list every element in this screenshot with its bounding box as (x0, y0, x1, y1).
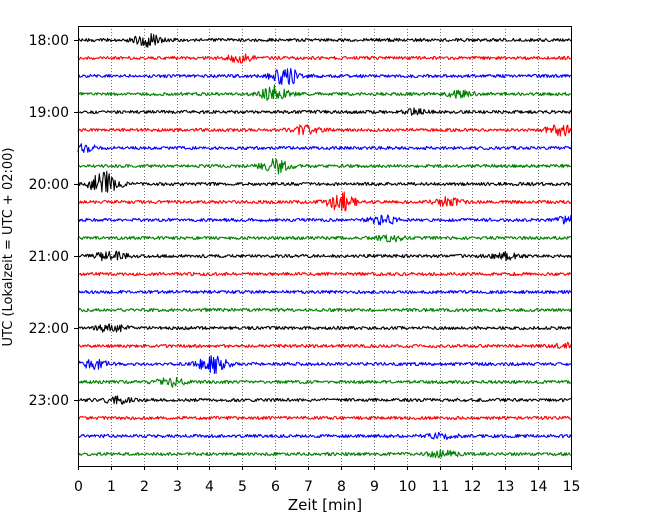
seismogram-trace (77, 158, 572, 175)
x-tick-label: 5 (238, 479, 247, 495)
seismogram-trace (77, 376, 572, 388)
y-tick-label: 18:00 (29, 33, 69, 49)
seismogram-trace (77, 307, 572, 313)
seismogram-trace (77, 341, 572, 349)
seismogram-trace (77, 84, 572, 101)
seismogram-trace (77, 67, 572, 86)
seismogram-trace (77, 234, 572, 243)
seismogram-trace (77, 124, 572, 137)
y-tick-label: 19:00 (29, 105, 69, 121)
x-tick-label: 4 (205, 479, 214, 495)
seismogram-trace (77, 431, 572, 441)
x-tick-label: 9 (370, 479, 379, 495)
seismogram-trace (77, 107, 572, 116)
seismogram-trace (77, 250, 572, 262)
trace-layer (77, 33, 572, 459)
grid-layer (111, 26, 539, 466)
x-tick-label: 8 (337, 479, 346, 495)
x-tick-label: 3 (173, 479, 182, 495)
y-tick-label: 23:00 (29, 393, 69, 409)
y-tick-label: 22:00 (29, 321, 69, 337)
x-tick-layer: 0 1 2 3 4 5 6 7 8 9 10 11 12 13 14 15 (74, 466, 580, 495)
y-tick-label: 21:00 (29, 249, 69, 265)
y-tick-layer: 18:00 19:00 20:00 21:00 22:00 23:00 (29, 33, 78, 409)
seismogram-trace (77, 323, 572, 333)
seismogram-trace (77, 191, 572, 212)
seismogram-trace (77, 214, 572, 226)
x-tick-label: 14 (530, 479, 548, 495)
x-tick-label: 10 (399, 479, 417, 495)
y-tick-label: 20:00 (29, 177, 69, 193)
seismogram-trace (77, 271, 572, 277)
seismogram-trace (77, 33, 572, 48)
x-tick-label: 1 (107, 479, 116, 495)
x-tick-label: 11 (432, 479, 450, 495)
x-tick-label: 13 (497, 479, 515, 495)
seismogram-trace (77, 170, 572, 193)
x-tick-label: 0 (74, 479, 83, 495)
x-axis-label: Zeit [min] (288, 496, 362, 514)
seismogram-trace (77, 355, 572, 375)
seismogram-trace (77, 53, 572, 64)
seismogram-trace (77, 143, 572, 154)
x-tick-label: 2 (140, 479, 149, 495)
seismogram-trace (77, 415, 572, 421)
seismogram-trace (77, 395, 572, 405)
x-tick-label: 7 (304, 479, 313, 495)
x-tick-label: 15 (563, 479, 581, 495)
x-tick-label: 12 (464, 479, 482, 495)
y-axis-label: UTC (Lokalzeit = UTC + 02:00) (1, 148, 16, 347)
plot-frame (78, 26, 572, 467)
seismogram-trace (77, 449, 572, 459)
x-tick-label: 6 (271, 479, 280, 495)
seismogram-trace (77, 289, 572, 295)
